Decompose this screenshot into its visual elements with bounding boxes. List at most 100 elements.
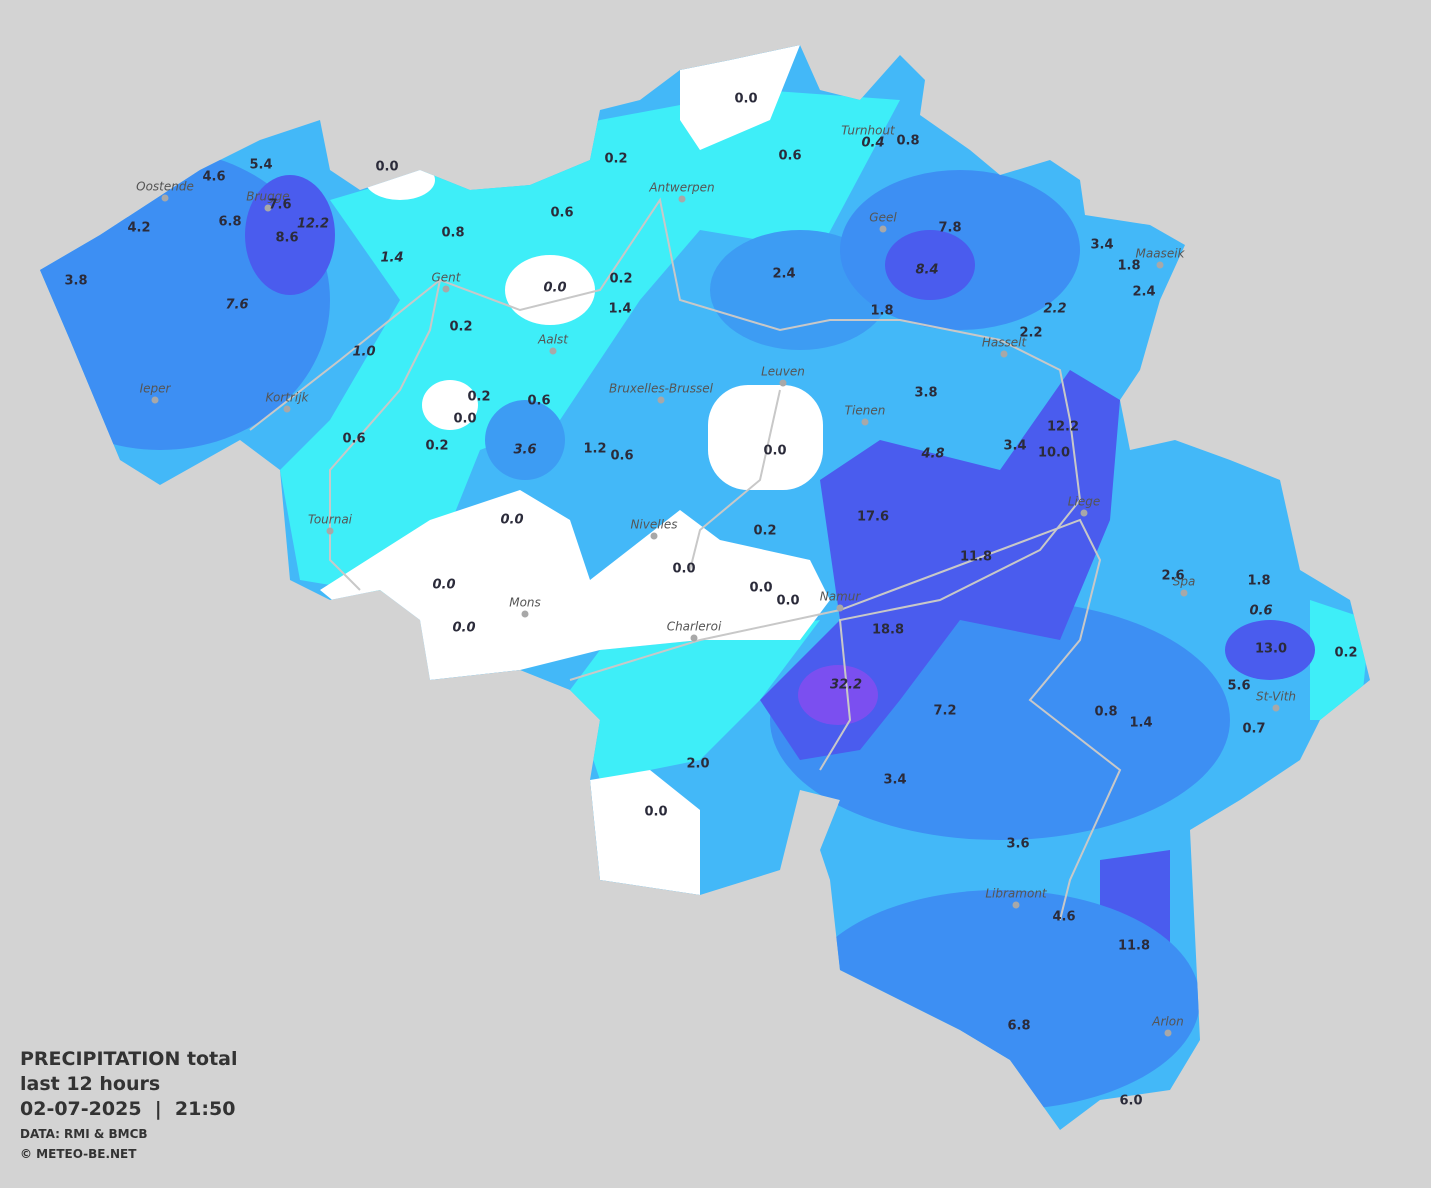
value-label: 6.0 xyxy=(1119,1094,1142,1109)
city-dot xyxy=(283,405,291,413)
value-label: 3.8 xyxy=(914,386,937,401)
value-label: 0.0 xyxy=(453,412,476,427)
city-label: Leuven xyxy=(761,365,805,379)
city-dot xyxy=(678,195,686,203)
value-label: 0.0 xyxy=(749,581,772,596)
legend: PRECIPITATION total last 12 hours 02-07-… xyxy=(20,1048,238,1161)
value-label: 12.2 xyxy=(297,217,329,232)
city-dot xyxy=(1180,589,1188,597)
value-label: 0.2 xyxy=(753,524,776,539)
city-label: Oostende xyxy=(136,180,194,194)
city-dot xyxy=(161,194,169,202)
value-label: 0.0 xyxy=(644,805,667,820)
value-label: 0.8 xyxy=(896,134,919,149)
city-label: Mons xyxy=(509,596,541,610)
city-label: Tienen xyxy=(845,404,886,418)
zone xyxy=(798,665,878,725)
dry-zone xyxy=(320,490,830,680)
city-label: Brugge xyxy=(246,190,289,204)
value-label: 13.0 xyxy=(1255,642,1287,657)
zone xyxy=(1310,600,1370,720)
city-label: Hasselt xyxy=(982,336,1028,350)
value-label: 2.0 xyxy=(686,757,709,772)
value-label: 1.4 xyxy=(608,302,631,317)
value-label: 0.0 xyxy=(375,160,398,175)
value-label: 6.8 xyxy=(218,215,241,230)
value-label: 2.2 xyxy=(1019,326,1042,341)
value-label: 1.4 xyxy=(1129,716,1152,731)
zone xyxy=(1225,620,1315,680)
value-label: 8.4 xyxy=(915,263,938,278)
city-label: Turnhout xyxy=(841,124,896,138)
labels: Oostende Brugge Antwerpen Turnhout Geel Maase… xyxy=(64,92,1357,1109)
value-label: 3.4 xyxy=(1003,439,1026,454)
value-label: 3.4 xyxy=(883,773,906,788)
value-label: 1.2 xyxy=(583,442,606,457)
value-label: 0.6 xyxy=(527,394,550,409)
city-dot xyxy=(779,379,787,387)
city-dot xyxy=(836,604,844,612)
value-label: 0.8 xyxy=(441,226,464,241)
city-dot xyxy=(151,396,159,404)
city-label: Arlon xyxy=(1151,1015,1183,1029)
value-label: 0.2 xyxy=(604,152,627,167)
rivers xyxy=(249,197,1122,921)
value-label: 4.6 xyxy=(202,170,225,185)
value-label: 4.2 xyxy=(127,221,150,236)
city-label: St-Vith xyxy=(1256,690,1296,704)
city-dot xyxy=(861,418,869,426)
value-label: 0.0 xyxy=(432,578,455,593)
value-label: 0.0 xyxy=(776,594,799,609)
value-label: 6.8 xyxy=(1007,1019,1030,1034)
value-label: 5.4 xyxy=(249,158,272,173)
river xyxy=(329,279,441,591)
legend-timestamp: 02-07-2025 | 21:50 xyxy=(20,1098,235,1120)
city-dot xyxy=(1156,261,1164,269)
zone xyxy=(885,230,975,300)
value-label: 1.0 xyxy=(352,345,375,360)
city-dot xyxy=(1080,509,1088,517)
value-label: 0.8 xyxy=(1094,705,1117,720)
value-label: 0.6 xyxy=(550,206,573,221)
city-label: Gent xyxy=(432,271,462,285)
value-label: 1.4 xyxy=(380,251,403,266)
city-label: Antwerpen xyxy=(648,181,714,195)
zone xyxy=(485,400,565,480)
value-label: 0.0 xyxy=(543,281,566,296)
value-label: 7.2 xyxy=(933,704,956,719)
city-label: Bruxelles-Brussel xyxy=(609,382,714,396)
value-label: 7.6 xyxy=(268,198,291,213)
value-label: 0.7 xyxy=(1242,722,1265,737)
value-label: 18.8 xyxy=(872,623,904,638)
city-dot xyxy=(549,347,557,355)
value-label: 0.6 xyxy=(1249,604,1272,619)
city-dot xyxy=(879,225,887,233)
city-label: Charleroi xyxy=(667,620,722,634)
value-label: 0.6 xyxy=(778,149,801,164)
city-label: Liege xyxy=(1068,495,1100,509)
city-dot xyxy=(1012,901,1020,909)
value-label: 11.8 xyxy=(960,550,992,565)
value-label: 0.0 xyxy=(734,92,757,107)
value-label: 32.2 xyxy=(830,678,862,693)
river xyxy=(689,389,781,571)
legend-copyright: © METEO-BE.NET xyxy=(20,1147,137,1161)
value-label: 2.2 xyxy=(1043,302,1066,317)
dry-zone xyxy=(708,385,823,490)
city-dot xyxy=(690,634,698,642)
value-label: 17.6 xyxy=(857,510,889,525)
city-dot xyxy=(521,610,529,618)
value-label: 0.0 xyxy=(500,513,523,528)
city-label: Spa xyxy=(1173,575,1196,589)
value-label: 3.4 xyxy=(1090,238,1113,253)
value-label: 0.2 xyxy=(425,439,448,454)
value-label: 0.0 xyxy=(672,562,695,577)
value-label: 10.0 xyxy=(1038,446,1070,461)
value-label: 2.4 xyxy=(772,267,795,282)
value-label: 0.0 xyxy=(763,444,786,459)
zone xyxy=(280,90,900,600)
city-label: Libramont xyxy=(985,887,1048,901)
value-label: 0.6 xyxy=(342,432,365,447)
value-label: 0.0 xyxy=(452,621,475,636)
city-dot xyxy=(442,285,450,293)
